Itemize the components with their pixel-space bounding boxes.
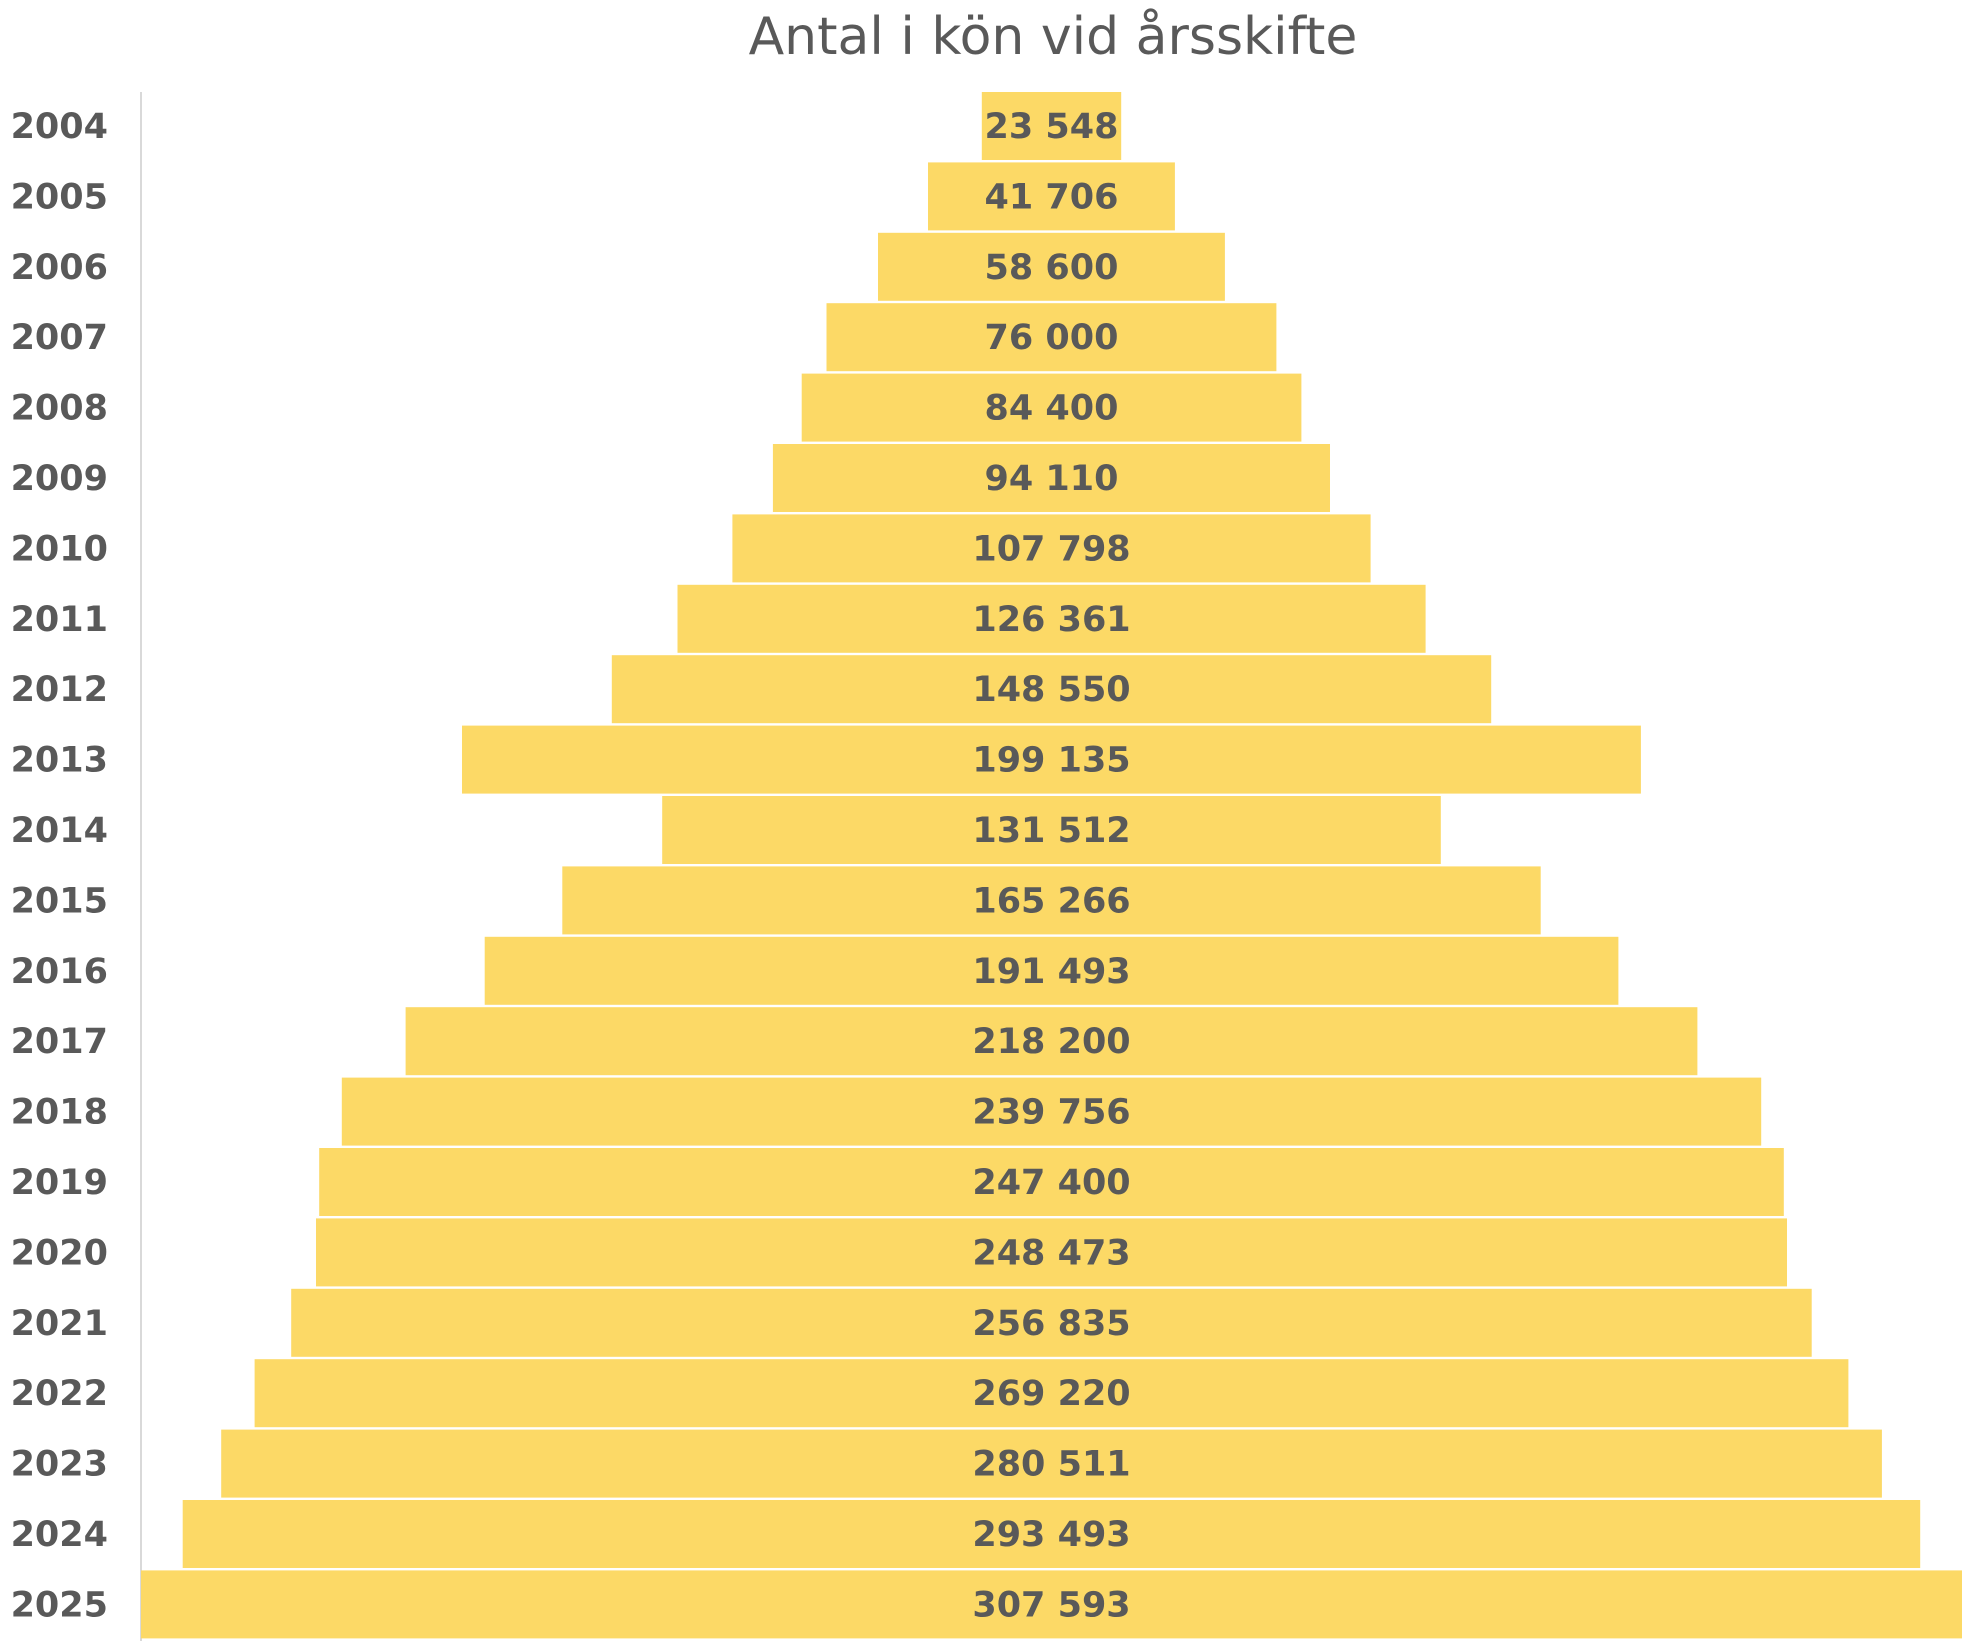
bar-2020 (316, 1218, 1787, 1287)
bar-2022 (254, 1359, 1849, 1428)
y-tick-2006: 2006 (11, 248, 108, 288)
y-tick-2018: 2018 (11, 1093, 108, 1133)
bar-2016 (484, 936, 1619, 1005)
y-tick-2016: 2016 (11, 952, 108, 992)
data-labels: 23 548 41 706 58 600 76 000 84 400 94 110 107 … (972, 107, 1130, 1625)
y-tick-labels: 2004 2005 2006 2007 2008 2009 2010 2011 2012 2013… (11, 107, 108, 1625)
data-label-2025: 307 593 (972, 1585, 1130, 1625)
bar-2025 (141, 1570, 1962, 1639)
chart-title: Antal i kön vid årsskifte (749, 7, 1358, 67)
data-label-2013: 199 135 (972, 741, 1130, 781)
data-label-2023: 280 511 (972, 1445, 1130, 1485)
bars-group (141, 92, 1962, 1639)
bar-2023 (221, 1429, 1882, 1498)
y-tick-2019: 2019 (11, 1163, 108, 1203)
bar-2011 (677, 584, 1426, 653)
y-tick-2017: 2017 (11, 1022, 108, 1062)
bar-2018 (341, 1077, 1762, 1146)
y-tick-2020: 2020 (11, 1233, 108, 1273)
data-label-2017: 218 200 (972, 1022, 1130, 1062)
data-label-2016: 191 493 (972, 952, 1130, 992)
y-tick-2005: 2005 (11, 177, 108, 217)
data-label-2022: 269 220 (972, 1374, 1130, 1414)
data-label-2018: 239 756 (972, 1093, 1130, 1133)
data-label-2007: 76 000 (985, 318, 1119, 358)
y-tick-2015: 2015 (11, 881, 108, 921)
bar-2013 (462, 725, 1641, 794)
data-label-2014: 131 512 (972, 811, 1130, 851)
data-label-2009: 94 110 (985, 459, 1119, 499)
data-label-2015: 165 266 (972, 881, 1130, 921)
y-tick-2021: 2021 (11, 1304, 108, 1344)
data-label-2019: 247 400 (972, 1163, 1130, 1203)
bar-2009 (772, 444, 1330, 512)
y-tick-2011: 2011 (11, 600, 108, 640)
y-tick-2010: 2010 (11, 529, 108, 569)
bar-2015 (562, 866, 1541, 935)
bar-2005 (928, 162, 1175, 231)
y-tick-2007: 2007 (11, 318, 108, 358)
y-tick-2023: 2023 (11, 1445, 108, 1485)
data-label-2020: 248 473 (972, 1233, 1130, 1273)
data-label-2005: 41 706 (985, 177, 1119, 217)
bar-2010 (732, 514, 1371, 583)
bar-2024 (182, 1500, 1921, 1568)
bar-2012 (611, 655, 1492, 724)
y-tick-2012: 2012 (11, 670, 108, 710)
bar-2019 (319, 1148, 1784, 1216)
data-label-2011: 126 361 (972, 600, 1130, 640)
y-tick-2004: 2004 (11, 107, 108, 147)
data-label-2024: 293 493 (972, 1515, 1130, 1555)
y-tick-2014: 2014 (11, 811, 108, 851)
data-label-2012: 148 550 (972, 670, 1130, 710)
bar-2006 (878, 232, 1225, 301)
bar-2007 (826, 303, 1277, 372)
bar-2014 (662, 796, 1441, 864)
bar-2017 (405, 1007, 1698, 1076)
data-label-2006: 58 600 (985, 248, 1119, 288)
y-tick-2013: 2013 (11, 741, 108, 781)
bar-2004 (981, 92, 1122, 160)
bar-2021 (291, 1288, 1812, 1357)
data-label-2008: 84 400 (985, 389, 1119, 429)
y-tick-2025: 2025 (11, 1585, 108, 1625)
data-label-2021: 256 835 (972, 1304, 1130, 1344)
y-tick-2024: 2024 (11, 1515, 108, 1555)
y-tick-2022: 2022 (11, 1374, 108, 1414)
data-label-2010: 107 798 (972, 529, 1130, 569)
bar-2008 (801, 373, 1302, 442)
y-tick-2008: 2008 (11, 389, 108, 429)
data-label-2004: 23 548 (985, 107, 1119, 147)
y-tick-2009: 2009 (11, 459, 108, 499)
